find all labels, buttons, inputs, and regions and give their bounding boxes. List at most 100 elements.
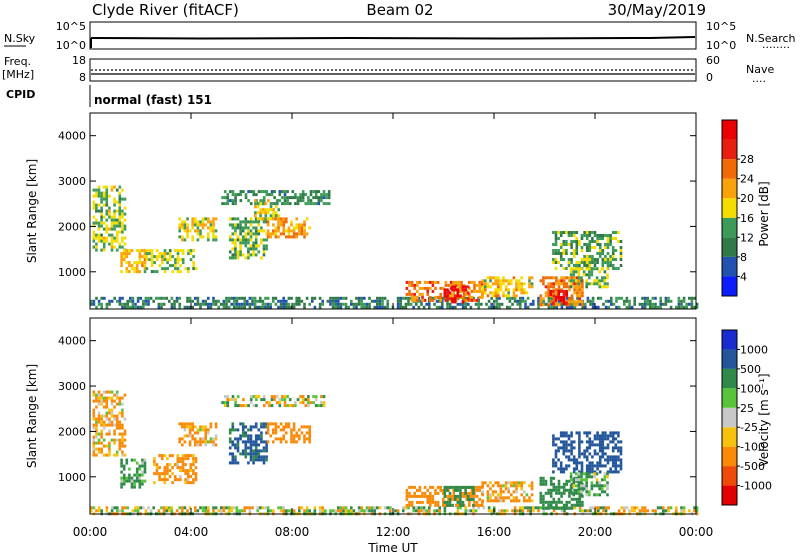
range-time-cell — [590, 487, 594, 491]
range-time-cell — [262, 253, 266, 257]
range-time-cell — [170, 509, 174, 513]
range-time-cell — [194, 425, 197, 429]
range-time-cell — [100, 420, 103, 424]
x-tick-label: 16:00 — [477, 525, 512, 539]
range-time-cell — [221, 401, 224, 405]
range-time-cell — [254, 422, 258, 426]
range-time-cell — [557, 288, 561, 292]
range-time-cell — [110, 423, 114, 427]
range-time-cell — [138, 261, 142, 265]
range-time-cell — [214, 238, 218, 242]
range-time-cell — [252, 193, 256, 197]
range-time-cell — [413, 283, 416, 287]
range-time-cell — [199, 506, 202, 510]
range-time-cell — [667, 299, 670, 303]
range-time-cell — [118, 197, 122, 201]
range-time-cell — [565, 431, 568, 435]
range-time-cell — [264, 506, 267, 510]
range-time-cell — [254, 458, 258, 462]
range-time-cell — [620, 296, 623, 300]
range-time-cell — [292, 422, 296, 426]
range-time-cell — [188, 428, 192, 432]
range-time-cell — [603, 475, 607, 479]
range-time-cell — [494, 496, 497, 500]
range-time-cell — [547, 500, 550, 504]
range-time-cell — [507, 487, 510, 491]
range-time-cell — [236, 193, 240, 197]
range-time-cell — [575, 249, 579, 252]
range-time-cell — [241, 238, 245, 242]
range-time-cell — [565, 506, 569, 510]
range-time-cell — [460, 289, 463, 293]
range-time-cell — [108, 206, 111, 210]
range-time-cell — [539, 476, 543, 480]
range-time-cell — [578, 279, 582, 283]
range-time-cell — [667, 509, 670, 513]
range-time-cell — [547, 506, 550, 510]
range-time-cell — [623, 299, 626, 303]
range-time-cell — [554, 240, 558, 243]
range-time-cell — [662, 506, 665, 510]
range-time-cell — [113, 221, 116, 225]
range-time-cell — [570, 261, 573, 264]
range-time-cell — [226, 202, 230, 206]
range-time-cell — [236, 226, 240, 230]
range-time-cell — [201, 302, 205, 306]
range-time-cell — [408, 292, 411, 296]
range-time-cell — [442, 497, 445, 501]
range-time-cell — [115, 188, 119, 192]
range-time-cell — [138, 249, 142, 253]
range-time-cell — [562, 289, 566, 293]
range-time-cell — [254, 232, 258, 236]
range-time-cell — [565, 500, 569, 504]
range-time-cell — [344, 509, 348, 513]
range-time-cell — [228, 431, 232, 435]
range-time-cell — [595, 478, 599, 482]
range-time-cell — [568, 494, 571, 498]
range-time-cell — [260, 437, 263, 441]
range-time-cell — [105, 302, 109, 306]
range-time-cell — [312, 202, 315, 206]
range-time-cell — [542, 497, 545, 501]
range-time-cell — [133, 482, 136, 486]
range-time-cell — [130, 249, 134, 253]
range-time-cell — [265, 449, 268, 453]
range-time-cell — [352, 509, 356, 513]
range-time-cell — [259, 506, 262, 510]
range-time-cell — [511, 509, 514, 513]
range-time-cell — [267, 199, 270, 203]
range-time-cell — [196, 232, 200, 236]
range-time-cell — [186, 454, 190, 458]
range-time-cell — [120, 482, 123, 486]
range-time-cell — [478, 503, 481, 507]
range-time-cell — [436, 295, 440, 299]
range-time-cell — [183, 422, 187, 426]
range-time-cell — [363, 302, 366, 306]
range-time-cell — [113, 227, 116, 231]
range-time-cell — [517, 499, 521, 503]
range-time-cell — [550, 302, 553, 306]
range-time-cell — [651, 305, 655, 309]
y-tick-label: 1000 — [58, 266, 86, 279]
range-time-cell — [192, 457, 195, 461]
range-time-cell — [148, 258, 151, 262]
range-time-cell — [113, 197, 116, 201]
range-time-cell — [115, 221, 119, 225]
range-time-cell — [183, 305, 187, 309]
range-time-cell — [257, 232, 261, 236]
range-time-cell — [191, 223, 194, 227]
nsky-tick-bottom: 10^0 — [56, 39, 86, 52]
range-time-cell — [517, 282, 521, 286]
range-time-cell — [598, 282, 601, 286]
range-time-cell — [491, 493, 495, 497]
range-time-cell — [547, 276, 550, 280]
range-time-cell — [453, 285, 457, 289]
range-time-cell — [481, 493, 484, 497]
range-time-cell — [547, 282, 550, 286]
range-time-cell — [572, 267, 575, 271]
range-time-cell — [599, 506, 603, 510]
range-time-cell — [269, 205, 273, 209]
range-time-cell — [134, 506, 137, 510]
range-time-cell — [92, 194, 96, 198]
nave-legend-line: .... — [752, 72, 766, 85]
